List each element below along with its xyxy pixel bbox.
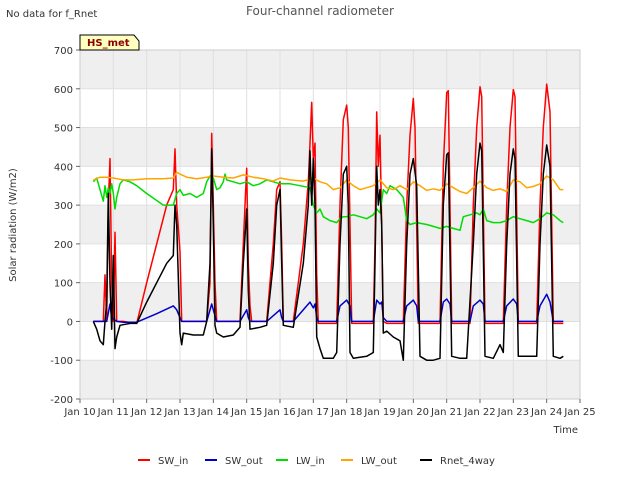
y-tick-label: 600 xyxy=(54,85,73,96)
y-tick-label: 100 xyxy=(54,279,73,290)
y-tick-label: 0 xyxy=(67,317,73,328)
band xyxy=(80,127,580,167)
band xyxy=(80,360,580,399)
band xyxy=(80,205,580,244)
badge-shape xyxy=(79,34,140,51)
y-tick-label: 300 xyxy=(54,201,73,212)
x-tick-label: Jan 17 xyxy=(297,407,329,418)
legend-label-lw_in: LW_in xyxy=(296,456,325,467)
y-tick-label: 700 xyxy=(54,46,73,57)
x-axis-label: Time xyxy=(553,425,578,436)
x-tick-label: Jan 10 xyxy=(63,407,95,418)
x-tick-label: Jan 19 xyxy=(363,407,395,418)
series-line-sw_in xyxy=(93,83,564,325)
chart-title: Four-channel radiometer xyxy=(246,4,394,18)
series-line-rnet_4way xyxy=(92,142,564,361)
x-tick-label: Jan 16 xyxy=(263,407,295,418)
legend-label-sw_in: SW_in xyxy=(158,456,188,467)
x-tick-label: Jan 18 xyxy=(330,407,362,418)
legend-label-lw_out: LW_out xyxy=(361,456,397,467)
band xyxy=(80,282,580,322)
legend: SW_in SW_out LW_in LW_out Rnet_4way xyxy=(138,456,495,467)
site-badge: HS_met xyxy=(79,34,140,51)
y-tick-label: 500 xyxy=(54,124,73,135)
badge-label: HS_met xyxy=(87,38,130,49)
x-tick-label: Jan 15 xyxy=(230,407,262,418)
no-data-note: No data for f_Rnet xyxy=(6,9,97,20)
y-tick-label: -200 xyxy=(50,395,73,406)
x-tick-label: Jan 12 xyxy=(130,407,162,418)
series-layer xyxy=(92,83,564,361)
background-bands xyxy=(80,50,580,399)
y-axis-label: Solar radiation (W/m2) xyxy=(8,168,19,282)
y-tick-labels: -200 -100 0 100 200 300 400 500 600 700 xyxy=(50,46,80,406)
x-tick-label: Jan 20 xyxy=(397,407,429,418)
y-tick-label: 200 xyxy=(54,240,73,251)
x-tick-label: Jan 14 xyxy=(197,407,229,418)
legend-label-rnet_4way: Rnet_4way xyxy=(440,456,495,467)
series-line-lw_in xyxy=(92,173,564,232)
plot-frame xyxy=(79,49,581,400)
x-tick-label: Jan 23 xyxy=(497,407,529,418)
x-tick-label: Jan 13 xyxy=(163,407,195,418)
x-tick-label: Jan 11 xyxy=(97,407,129,418)
legend-label-sw_out: SW_out xyxy=(225,456,263,467)
y-tick-label: 400 xyxy=(54,162,73,173)
series-line-lw_out xyxy=(93,171,564,195)
x-tick-labels: Jan 10 Jan 11 Jan 12 Jan 13 Jan 14 Jan 15 Jan … xyxy=(63,399,596,418)
x-tick-label: Jan 21 xyxy=(430,407,462,418)
band xyxy=(80,50,580,89)
x-tick-label: Jan 25 xyxy=(563,407,595,418)
x-tick-label: Jan 22 xyxy=(463,407,495,418)
y-tick-label: -100 xyxy=(50,356,73,367)
x-tick-label: Jan 24 xyxy=(530,407,562,418)
